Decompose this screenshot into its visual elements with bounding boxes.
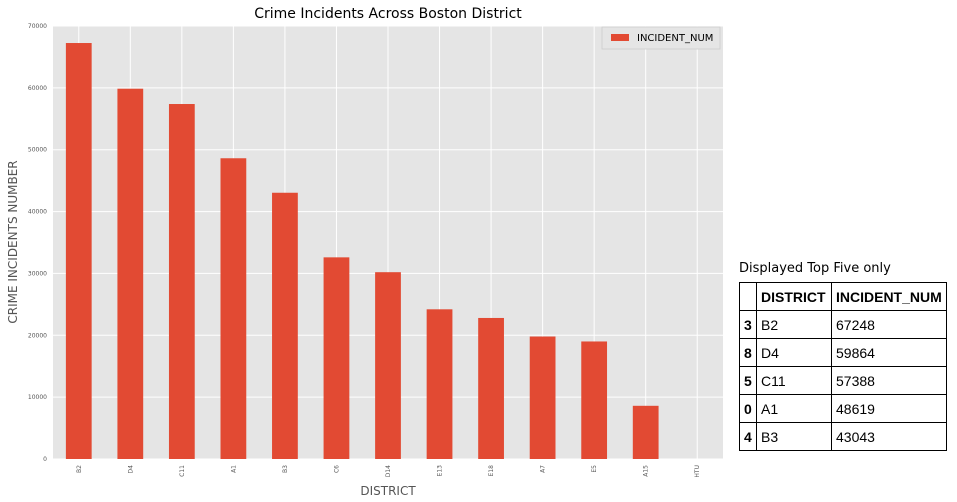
row-incident-num: 57388 <box>831 366 947 395</box>
bar-b2 <box>65 43 92 460</box>
y-tick-label: 20000 <box>28 332 47 339</box>
row-index: 4 <box>739 422 757 451</box>
row-incident-num: 43043 <box>831 422 947 451</box>
x-tick-label: D4 <box>127 465 134 474</box>
row-district: A1 <box>756 394 832 423</box>
legend-label: INCIDENT_NUM <box>637 33 713 44</box>
row-district: C11 <box>756 366 832 395</box>
y-tick-label: 40000 <box>28 209 47 216</box>
row-incident-num: 48619 <box>831 394 947 423</box>
bar-c6 <box>323 257 350 459</box>
x-tick-label: A15 <box>643 465 650 477</box>
legend-swatch <box>611 34 629 41</box>
bar-e13 <box>426 309 453 459</box>
y-tick-labels: 0 10000 20000 30000 40000 50000 60000 70000 <box>28 23 47 463</box>
table-header-incident-num: INCIDENT_NUM <box>831 282 947 311</box>
x-tick-label: HTU <box>694 465 701 478</box>
y-tick-label: 50000 <box>28 147 47 154</box>
bar-d4 <box>117 88 144 460</box>
y-axis-label: CRIME INCIDENTS NUMBER <box>6 160 20 323</box>
x-tick-label: B2 <box>76 465 83 473</box>
table-row: 8 D4 59864 <box>739 338 947 367</box>
x-axis-label: DISTRICT <box>360 484 416 498</box>
bar-a7 <box>529 336 556 459</box>
table-row: 4 B3 43043 <box>739 422 947 451</box>
row-index: 8 <box>739 338 757 367</box>
x-tick-label: E13 <box>437 465 444 477</box>
x-tick-label: C6 <box>333 465 340 473</box>
y-tick-label: 0 <box>43 456 47 463</box>
x-tick-label: D14 <box>385 465 392 477</box>
y-tick-label: 10000 <box>28 394 47 401</box>
top-five-table: DISTRICT INCIDENT_NUM 3 B2 67248 8 D4 59… <box>739 282 947 451</box>
bar-e5 <box>581 341 608 459</box>
row-incident-num: 59864 <box>831 338 947 367</box>
x-tick-label: E5 <box>591 465 598 473</box>
table-row: 5 C11 57388 <box>739 366 947 395</box>
row-incident-num: 67248 <box>831 310 947 339</box>
legend-box <box>601 26 721 50</box>
bar-e18 <box>478 317 504 459</box>
row-index: 0 <box>739 394 757 423</box>
x-tick-label: E18 <box>488 465 495 477</box>
bar-b3 <box>272 192 298 460</box>
y-tick-label: 30000 <box>28 270 47 277</box>
row-district: B2 <box>756 310 832 339</box>
x-tick-label: A1 <box>230 465 237 473</box>
top-five-table-panel: Displayed Top Five only DISTRICT INCIDEN… <box>739 258 947 451</box>
legend: INCIDENT_NUM <box>601 26 721 50</box>
row-district: D4 <box>756 338 832 367</box>
row-index: 5 <box>739 366 757 395</box>
table-row: 3 B2 67248 <box>739 310 947 339</box>
table-caption: Displayed Top Five only <box>739 261 891 276</box>
bar-a1 <box>220 158 247 459</box>
bar-d14 <box>375 272 401 459</box>
chart-title: Crime Incidents Across Boston District <box>254 6 522 22</box>
table-header-district: DISTRICT <box>756 282 832 311</box>
table-row: 0 A1 48619 <box>739 394 947 423</box>
y-tick-label: 60000 <box>28 85 47 92</box>
bar-c11 <box>168 104 195 460</box>
row-index: 3 <box>739 310 757 339</box>
x-tick-labels: B2 D4 C11 A1 B3 C6 D14 E13 E18 A7 E5 A15 HTU <box>76 465 701 478</box>
table-header-row: DISTRICT INCIDENT_NUM <box>739 282 947 311</box>
row-district: B3 <box>756 422 832 451</box>
y-tick-label: 70000 <box>28 23 47 30</box>
bar-chart: Crime Incidents Across Boston District 0… <box>6 6 723 498</box>
x-tick-label: A7 <box>540 465 547 473</box>
x-tick-label: C11 <box>179 465 186 477</box>
table-header-index <box>739 282 757 311</box>
x-tick-label: B3 <box>282 465 289 473</box>
bar-a15 <box>632 405 659 459</box>
bars <box>65 43 659 460</box>
